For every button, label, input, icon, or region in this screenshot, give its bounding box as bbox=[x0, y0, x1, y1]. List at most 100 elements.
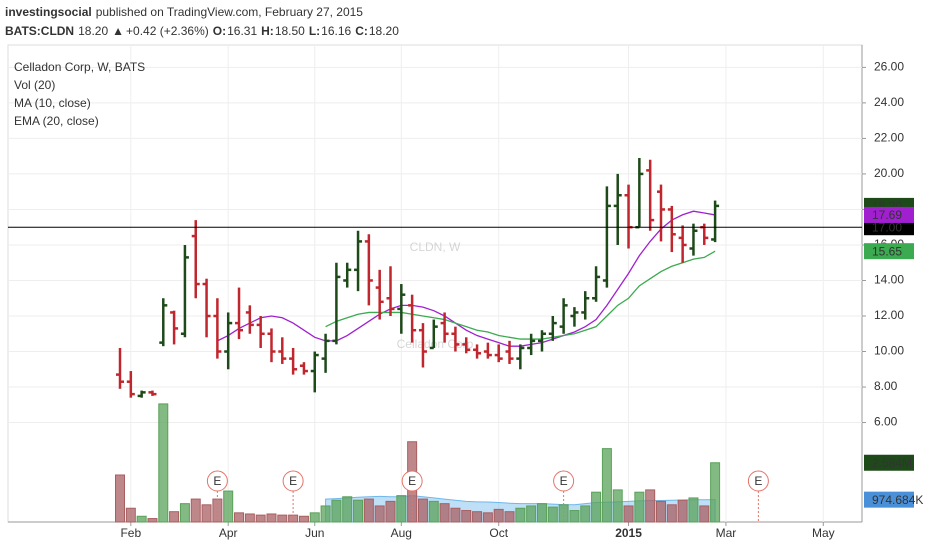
price-marker bbox=[864, 454, 914, 471]
volume-bar bbox=[417, 498, 428, 523]
volume-bar bbox=[396, 495, 407, 523]
volume-bar bbox=[266, 513, 277, 523]
header-text: L: bbox=[309, 24, 320, 38]
volume-bar bbox=[223, 490, 234, 523]
volume-bar bbox=[342, 496, 353, 523]
volume-bar bbox=[547, 506, 558, 523]
volume-bar bbox=[298, 515, 309, 523]
volume-bar bbox=[450, 507, 461, 523]
y-tick-label: 12.00 bbox=[874, 308, 904, 322]
legend-title: Celladon Corp, W, BATS bbox=[14, 60, 145, 74]
volume-bar bbox=[536, 503, 547, 523]
volume-bar bbox=[428, 500, 439, 523]
y-tick-label: 6.00 bbox=[874, 415, 898, 429]
legend-entry: Vol (20) bbox=[14, 78, 55, 92]
volume-bar bbox=[255, 514, 266, 523]
y-tick-label: 14.00 bbox=[874, 273, 904, 287]
volume-bar bbox=[201, 504, 212, 523]
y-tick-label: 8.00 bbox=[874, 379, 898, 393]
price-marker bbox=[864, 219, 914, 236]
volume-bar bbox=[169, 511, 180, 523]
volume-bar bbox=[710, 462, 721, 523]
x-tick-label: 2015 bbox=[615, 526, 642, 540]
volume-bar bbox=[147, 518, 158, 523]
header-text: published on TradingView.com, February 2… bbox=[96, 5, 364, 19]
header-text: 18.20 bbox=[78, 24, 108, 38]
volume-bar bbox=[277, 514, 288, 523]
earnings-marker bbox=[282, 470, 304, 492]
volume-bar bbox=[472, 511, 483, 523]
earnings-label: E bbox=[754, 474, 762, 488]
volume-bar bbox=[526, 505, 537, 523]
y-tick-label: 20.00 bbox=[874, 166, 904, 180]
volume-bar bbox=[115, 474, 125, 523]
volume-bar bbox=[612, 489, 623, 523]
earnings-marker bbox=[401, 470, 423, 492]
volume-bar bbox=[623, 505, 634, 523]
volume-bar bbox=[666, 504, 677, 523]
volume-bar bbox=[591, 491, 602, 523]
x-tick-label: Jun bbox=[305, 526, 324, 540]
earnings-label: E bbox=[213, 474, 221, 488]
header-text: 18.20 bbox=[369, 24, 399, 38]
earnings-marker bbox=[747, 470, 769, 492]
volume-bar bbox=[309, 512, 320, 523]
legend-entry: MA (10, close) bbox=[14, 96, 91, 110]
y-tick-label: 22.00 bbox=[874, 131, 904, 145]
volume-bar bbox=[439, 503, 450, 523]
header-text: 16.16 bbox=[321, 24, 351, 38]
header-text: 18.50 bbox=[275, 24, 305, 38]
header-text: C: bbox=[355, 24, 368, 38]
price-marker-label: 17.00 bbox=[872, 220, 902, 234]
y-tick-label: 10.00 bbox=[874, 344, 904, 358]
x-tick-label: Apr bbox=[219, 526, 238, 540]
volume-bar bbox=[580, 505, 591, 523]
header-text: 16.31 bbox=[227, 24, 257, 38]
x-tick-label: May bbox=[812, 526, 835, 540]
price-marker-label: 974.684K bbox=[872, 493, 923, 507]
volume-bar bbox=[374, 505, 385, 523]
volume-bar bbox=[353, 499, 364, 523]
volume-bar bbox=[179, 503, 190, 523]
x-tick-label: Oct bbox=[489, 526, 508, 540]
watermark-symbol: CLDN, W bbox=[410, 240, 461, 254]
legend-entry: EMA (20, close) bbox=[14, 114, 99, 128]
price-marker-label: 17.69 bbox=[872, 208, 902, 222]
volume-bar bbox=[569, 510, 580, 523]
volume-bar bbox=[688, 497, 699, 523]
volume-bar bbox=[493, 508, 504, 523]
volume-bar bbox=[136, 515, 147, 523]
volume-bar bbox=[515, 507, 526, 523]
volume-bar bbox=[677, 499, 688, 523]
header-text: +0.42 (+2.36%) bbox=[126, 24, 209, 38]
y-tick-label: 24.00 bbox=[874, 95, 904, 109]
price-marker-label: 15.65 bbox=[872, 244, 902, 258]
volume-bar bbox=[656, 500, 666, 523]
header-text: H: bbox=[261, 24, 274, 38]
volume-bar bbox=[190, 498, 201, 523]
earnings-marker bbox=[553, 470, 575, 492]
volume-bar bbox=[363, 498, 374, 523]
price-marker-label: 2.584M bbox=[872, 456, 912, 470]
volume-bar bbox=[699, 505, 710, 523]
volume-bar bbox=[504, 511, 515, 523]
price-marker bbox=[864, 206, 914, 223]
volume-bar bbox=[385, 500, 396, 523]
watermark-name: Celladon Corp bbox=[397, 337, 474, 351]
volume-bar bbox=[645, 489, 656, 523]
price-marker bbox=[864, 243, 914, 260]
x-tick-label: Mar bbox=[716, 526, 737, 540]
header-text: investingsocial bbox=[5, 5, 92, 19]
earnings-label: E bbox=[408, 474, 416, 488]
volume-bar bbox=[234, 512, 245, 523]
price-marker bbox=[864, 491, 914, 508]
y-tick-label: 26.00 bbox=[874, 60, 904, 74]
volume-bar bbox=[461, 510, 472, 523]
header-text: O: bbox=[213, 24, 226, 38]
volume-bar bbox=[158, 403, 169, 523]
x-tick-label: Aug bbox=[391, 526, 412, 540]
indicator-line bbox=[217, 210, 716, 347]
